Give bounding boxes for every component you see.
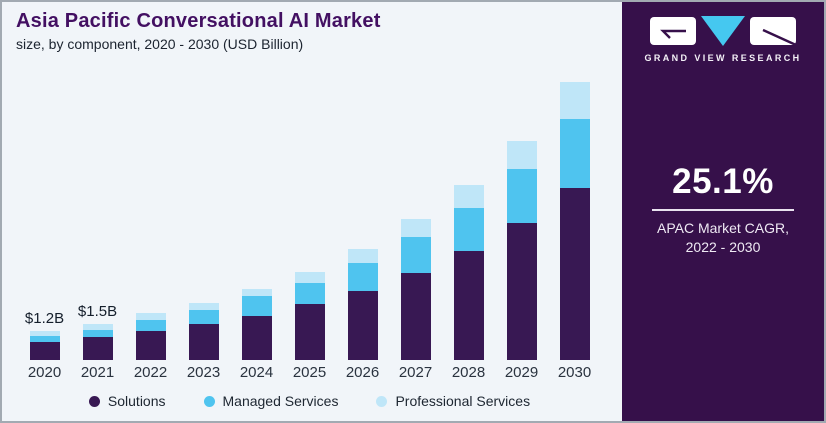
legend-item-solutions: Solutions — [88, 393, 166, 409]
bar-segment-solutions — [294, 304, 325, 360]
x-tick-label-2030: 2030 — [557, 364, 592, 381]
bar-slot-2022 — [124, 78, 177, 360]
cagr-value: 25.1% — [672, 162, 774, 201]
bar-segment-managed-services — [559, 119, 590, 189]
bar-stack-2022 — [135, 312, 166, 360]
legend-dot-icon — [88, 395, 100, 407]
cagr-label-line1: APAC Market CAGR, — [657, 220, 789, 236]
bar-segment-solutions — [29, 341, 60, 360]
bar-segment-managed-services — [400, 236, 431, 273]
bar-slot-2023 — [177, 78, 230, 360]
brand-panel: GRAND VIEW RESEARCH 25.1% APAC Market CA… — [622, 2, 824, 421]
bar-segment-solutions — [188, 323, 219, 360]
legend-label: Solutions — [107, 393, 166, 409]
legend-label: Professional Services — [395, 393, 531, 409]
bar-segment-professional-services — [135, 312, 166, 321]
x-tick-label-2022: 2022 — [133, 364, 168, 381]
logo-v-icon — [701, 16, 745, 46]
bar-segment-managed-services — [188, 310, 219, 324]
logo-g-icon — [650, 17, 696, 45]
cagr-block: 25.1% APAC Market CAGR, 2022 - 2030 — [622, 162, 824, 257]
x-tick-label-2023: 2023 — [186, 364, 221, 381]
bar-segment-solutions — [241, 316, 272, 360]
cagr-divider — [652, 209, 794, 211]
bar-segment-managed-services — [453, 207, 484, 252]
bar-slot-2020: $1.2B — [18, 78, 71, 360]
bar-stack-2027 — [400, 218, 431, 360]
bar-segment-professional-services — [347, 248, 378, 264]
bar-stack-2026 — [347, 248, 378, 360]
legend: Solutions Managed Services Professional Se… — [18, 393, 601, 409]
bar-segment-managed-services — [82, 329, 113, 337]
x-tick-label-2026: 2026 — [345, 364, 380, 381]
bar-segment-professional-services — [506, 141, 537, 169]
bar-segment-solutions — [453, 251, 484, 360]
page-title: Asia Pacific Conversational AI Market — [16, 10, 381, 32]
title-block: Asia Pacific Conversational AI Market si… — [16, 10, 616, 52]
brand-name: GRAND VIEW RESEARCH — [644, 53, 802, 63]
bar-segment-professional-services — [82, 323, 113, 330]
bar-segment-professional-services — [241, 288, 272, 296]
bar-segment-managed-services — [29, 335, 60, 342]
x-tick-label-2020: 2020 — [27, 364, 62, 381]
bar-segment-professional-services — [559, 81, 590, 120]
bar-segment-solutions — [559, 188, 590, 360]
bar-segment-professional-services — [294, 271, 325, 283]
bar-segment-solutions — [82, 337, 113, 360]
bar-slot-2026 — [336, 78, 389, 360]
bar-stack-2023 — [188, 303, 219, 360]
bar-stack-2025 — [294, 271, 325, 360]
bar-segment-professional-services — [453, 184, 484, 208]
logo-r-icon — [750, 17, 797, 47]
legend-dot-icon — [203, 395, 215, 407]
legend-item-managed-services: Managed Services — [203, 393, 339, 409]
cagr-label-line2: 2022 - 2030 — [685, 238, 761, 255]
bar-slot-2025 — [283, 78, 336, 360]
x-axis: 2020 2021 2022 2023 2024 2025 2026 2027 2028 2029… — [18, 364, 601, 381]
bar-segment-professional-services — [29, 331, 60, 336]
x-tick-label-2029: 2029 — [504, 364, 539, 381]
bar-slot-2028 — [442, 78, 495, 360]
bar-slot-2024 — [230, 78, 283, 360]
x-tick-label-2025: 2025 — [292, 364, 327, 381]
bar-slot-2027 — [389, 78, 442, 360]
legend-item-professional-services: Professional Services — [376, 393, 530, 409]
bars-row: $1.2B $1.5B — [18, 78, 601, 360]
x-tick-label-2024: 2024 — [239, 364, 274, 381]
bar-stack-2030 — [559, 81, 590, 360]
x-tick-label-2027: 2027 — [398, 364, 433, 381]
bar-segment-solutions — [135, 331, 166, 360]
bar-segment-managed-services — [241, 295, 272, 317]
bar-total-label-2021: $1.5B — [77, 302, 118, 320]
bar-segment-solutions — [347, 291, 378, 360]
bar-stack-2029 — [506, 141, 537, 360]
bar-segment-managed-services — [506, 168, 537, 224]
bar-stack-2024 — [241, 288, 272, 360]
x-tick-label-2028: 2028 — [451, 364, 486, 381]
bar-segment-managed-services — [294, 282, 325, 305]
bar-segment-managed-services — [347, 263, 378, 291]
bar-slot-2030 — [548, 78, 601, 360]
bar-segment-professional-services — [188, 303, 219, 311]
bar-segment-professional-services — [400, 218, 431, 237]
gvr-logo — [643, 16, 803, 47]
legend-dot-icon — [376, 395, 388, 407]
bar-segment-solutions — [400, 272, 431, 360]
bar-stack-2021 — [82, 323, 113, 360]
bar-segment-solutions — [506, 223, 537, 360]
legend-label: Managed Services — [222, 393, 339, 409]
bar-stack-2028 — [453, 184, 484, 360]
bar-slot-2021: $1.5B — [71, 78, 124, 360]
bar-total-label-2020: $1.2B — [24, 310, 65, 328]
bar-slot-2029 — [495, 78, 548, 360]
x-tick-label-2021: 2021 — [80, 364, 115, 381]
bar-segment-managed-services — [135, 320, 166, 331]
page-subtitle: size, by component, 2020 - 2030 (USD Bil… — [16, 36, 304, 52]
bar-stack-2020 — [29, 331, 60, 360]
